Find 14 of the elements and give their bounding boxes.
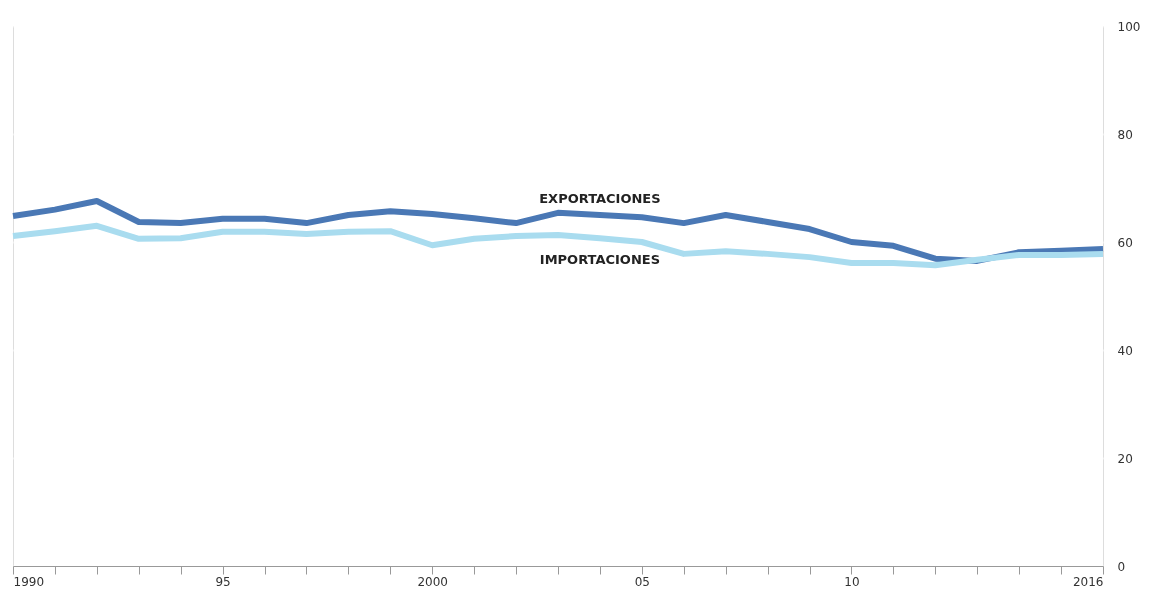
x-tick-label: 2016 [1072, 574, 1104, 589]
y-tick-label: 20 [1117, 451, 1133, 466]
x-tick-label: 2000 [417, 574, 448, 589]
series-label: IMPORTACIONES [539, 252, 661, 268]
y-tick-label: 60 [1117, 235, 1133, 250]
series-label: EXPORTACIONES [539, 191, 661, 206]
x-tick-label: 05 [634, 574, 650, 589]
x-tick-label: 95 [215, 574, 231, 589]
x-tick-label: 1990 [13, 574, 45, 589]
y-tick-label: 80 [1117, 127, 1133, 142]
y-tick-label: 0 [1117, 559, 1126, 574]
x-tick-label: 10 [844, 574, 860, 589]
y-tick-label: 40 [1117, 343, 1133, 358]
y-tick-label: 100 [1117, 19, 1141, 34]
